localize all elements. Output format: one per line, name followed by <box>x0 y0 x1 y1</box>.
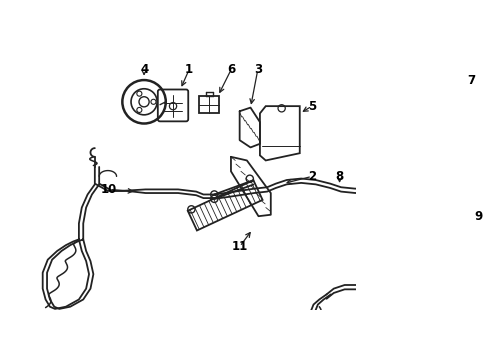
Text: 9: 9 <box>474 210 483 223</box>
Text: 7: 7 <box>467 73 475 86</box>
Text: 5: 5 <box>308 100 316 113</box>
Text: 3: 3 <box>254 63 262 76</box>
Text: 6: 6 <box>227 63 235 76</box>
Text: 8: 8 <box>336 170 343 183</box>
Text: 11: 11 <box>231 240 248 253</box>
Text: 10: 10 <box>101 183 118 196</box>
Text: 4: 4 <box>140 63 148 76</box>
Text: 1: 1 <box>185 63 193 76</box>
Text: 2: 2 <box>308 170 316 183</box>
